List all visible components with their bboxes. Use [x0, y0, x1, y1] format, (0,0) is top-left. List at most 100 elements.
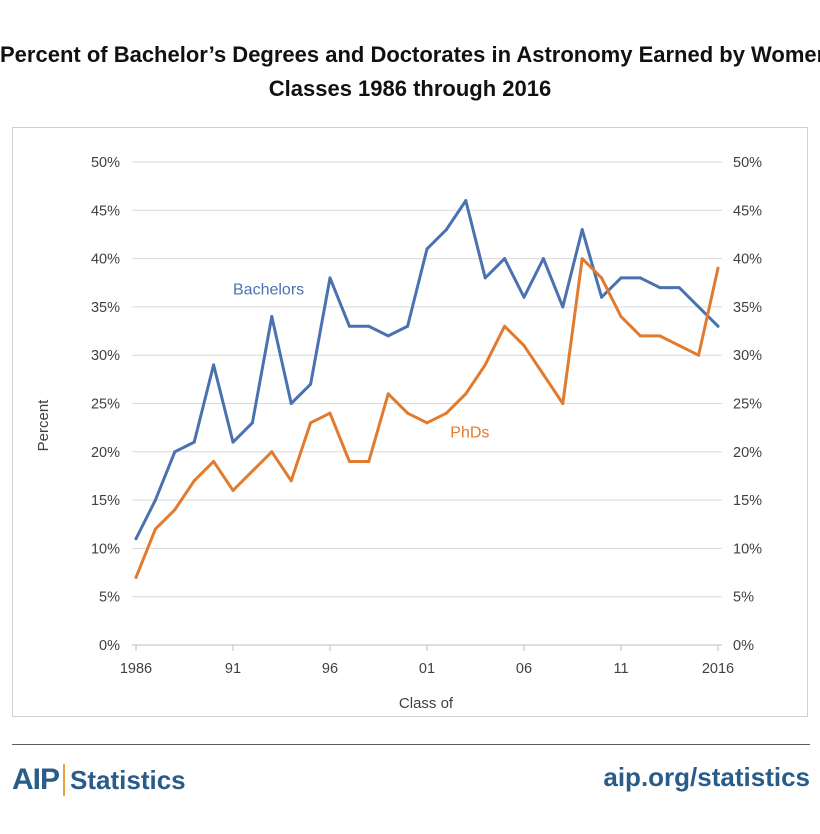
- logo-divider-bar: [63, 764, 66, 796]
- data-point-bachelors: [697, 305, 701, 309]
- x-tick-label: 2016: [702, 661, 734, 677]
- y-tick-label-right: 5%: [733, 590, 754, 606]
- data-point-phds: [212, 459, 216, 463]
- data-point-bachelors: [406, 324, 410, 328]
- y-tick-label-right: 15%: [733, 493, 762, 509]
- data-point-bachelors: [600, 295, 604, 299]
- data-point-bachelors: [503, 257, 507, 261]
- y-tick-label-left: 15%: [91, 493, 120, 509]
- data-point-bachelors: [561, 305, 565, 309]
- data-point-bachelors: [328, 276, 332, 280]
- data-point-bachelors: [658, 286, 662, 290]
- data-point-phds: [367, 459, 371, 463]
- x-tick-label: 91: [225, 661, 241, 677]
- y-tick-label-left: 5%: [99, 590, 120, 606]
- y-tick-label-left: 45%: [91, 203, 120, 219]
- y-tick-label-left: 30%: [91, 348, 120, 364]
- x-tick-label: 96: [322, 661, 338, 677]
- x-tick-label: 06: [516, 661, 532, 677]
- data-point-bachelors: [192, 440, 196, 444]
- y-tick-label-right: 45%: [733, 203, 762, 219]
- data-point-phds: [134, 575, 138, 579]
- y-tick-label-left: 25%: [91, 397, 120, 413]
- data-point-phds: [328, 411, 332, 415]
- data-point-phds: [192, 479, 196, 483]
- chart-title: Percent of Bachelor’s Degrees and Doctor…: [0, 38, 820, 106]
- data-point-bachelors: [716, 324, 720, 328]
- data-point-bachelors: [677, 286, 681, 290]
- data-point-phds: [173, 508, 177, 512]
- data-point-phds: [250, 469, 254, 473]
- data-point-bachelors: [386, 334, 390, 338]
- data-point-phds: [697, 353, 701, 357]
- data-point-phds: [638, 334, 642, 338]
- y-tick-label-left: 10%: [91, 541, 120, 557]
- data-point-bachelors: [580, 228, 584, 232]
- data-point-phds: [386, 392, 390, 396]
- data-point-phds: [347, 459, 351, 463]
- data-point-phds: [483, 363, 487, 367]
- data-point-bachelors: [483, 276, 487, 280]
- data-point-bachelors: [212, 363, 216, 367]
- y-tick-label-right: 10%: [733, 541, 762, 557]
- y-axis-title: Percent: [35, 399, 52, 452]
- y-tick-label-right: 50%: [733, 155, 762, 171]
- x-axis-title: Class of: [399, 695, 454, 712]
- y-tick-label-right: 40%: [733, 252, 762, 268]
- data-point-bachelors: [522, 295, 526, 299]
- data-point-phds: [522, 344, 526, 348]
- data-point-phds: [561, 402, 565, 405]
- data-point-phds: [716, 266, 720, 270]
- data-point-bachelors: [173, 450, 177, 454]
- y-tick-label-right: 20%: [733, 445, 762, 461]
- chart-frame: [12, 127, 808, 717]
- series-label-phds: PhDs: [450, 424, 489, 441]
- data-point-bachelors: [270, 315, 274, 319]
- y-tick-label-left: 40%: [91, 252, 120, 268]
- data-point-phds: [289, 479, 293, 483]
- data-point-bachelors: [347, 324, 351, 328]
- site-link[interactable]: aip.org/statistics: [603, 762, 810, 792]
- data-point-bachelors: [309, 382, 313, 386]
- data-point-phds: [406, 411, 410, 415]
- chart-title-line-2: Classes 1986 through 2016: [268, 76, 552, 101]
- y-tick-label-right: 0%: [733, 638, 754, 654]
- logo-aip-text: AIP: [12, 763, 60, 796]
- aip-statistics-logo: AIP Statistics: [12, 760, 186, 800]
- series-line-bachelors: [134, 199, 720, 541]
- y-tick-label-left: 0%: [99, 638, 120, 654]
- data-point-bachelors: [638, 276, 642, 280]
- x-tick-label: 01: [419, 661, 435, 677]
- chart-title-line-1: Percent of Bachelor’s Degrees and Doctor…: [0, 42, 820, 67]
- data-point-phds: [153, 527, 157, 531]
- data-point-phds: [425, 421, 429, 425]
- data-point-bachelors: [153, 498, 157, 502]
- data-point-bachelors: [134, 537, 138, 541]
- data-point-phds: [270, 450, 274, 454]
- data-point-phds: [619, 315, 623, 319]
- data-point-phds: [600, 276, 604, 280]
- y-tick-label-right: 25%: [733, 397, 762, 413]
- y-tick-label-left: 20%: [91, 445, 120, 461]
- data-point-bachelors: [444, 228, 448, 232]
- data-point-bachelors: [425, 247, 429, 251]
- data-point-bachelors: [541, 257, 545, 261]
- data-point-phds: [541, 373, 545, 377]
- data-point-phds: [658, 334, 662, 338]
- series-label-bachelors: Bachelors: [233, 281, 304, 298]
- footer-divider: [12, 744, 810, 745]
- y-tick-label-left: 35%: [91, 300, 120, 316]
- data-point-bachelors: [231, 440, 235, 444]
- data-point-phds: [464, 392, 468, 396]
- data-point-bachelors: [289, 402, 293, 405]
- y-tick-label-right: 35%: [733, 300, 762, 316]
- data-point-phds: [503, 324, 507, 328]
- data-point-phds: [677, 344, 681, 348]
- logo-statistics-text: Statistics: [70, 764, 186, 795]
- data-point-bachelors: [367, 324, 371, 328]
- y-tick-label-right: 30%: [733, 348, 762, 364]
- data-point-bachelors: [619, 276, 623, 280]
- data-point-bachelors: [250, 421, 254, 425]
- data-point-phds: [580, 257, 584, 261]
